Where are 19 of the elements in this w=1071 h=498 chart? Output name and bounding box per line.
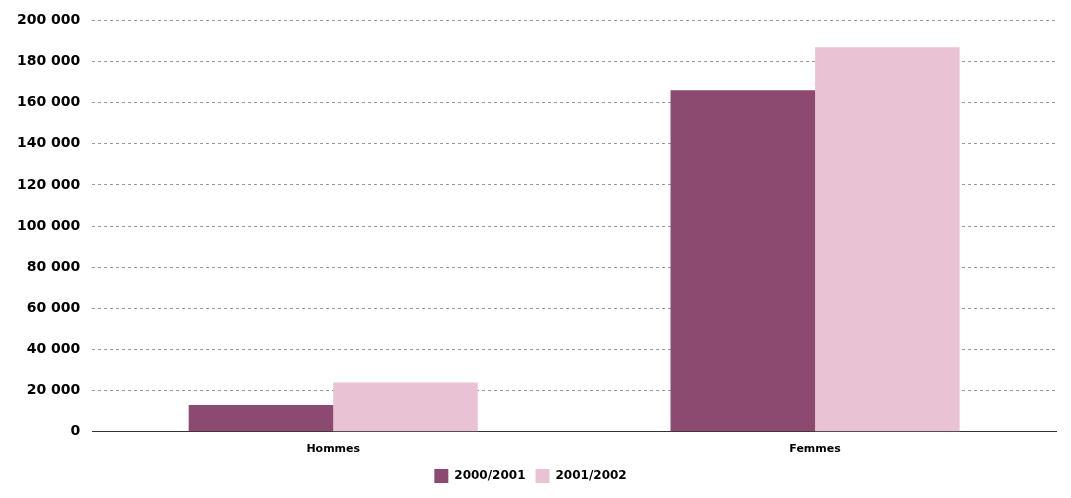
y-tick-label: 200 000 bbox=[16, 11, 81, 28]
legend-label: 2000/2001 bbox=[454, 468, 526, 483]
y-tick-label: 120 000 bbox=[16, 175, 81, 192]
bar bbox=[670, 90, 816, 432]
y-tick-label: 80 000 bbox=[26, 257, 81, 274]
bar bbox=[815, 47, 960, 432]
legend-label: 2001/2002 bbox=[555, 468, 627, 483]
y-tick-label: 20 000 bbox=[26, 381, 81, 398]
y-tick-label: 140 000 bbox=[16, 134, 81, 151]
x-tick-label: Femmes bbox=[789, 442, 842, 456]
y-tick-label: 160 000 bbox=[16, 93, 81, 110]
y-tick-label: 100 000 bbox=[16, 216, 81, 233]
y-tick-label: 40 000 bbox=[26, 340, 81, 357]
y-tick-label: 60 000 bbox=[26, 299, 81, 316]
y-tick-label: 180 000 bbox=[16, 52, 81, 69]
bar bbox=[188, 405, 334, 432]
x-tick-label: Hommes bbox=[306, 442, 361, 456]
bar bbox=[333, 382, 478, 432]
y-tick-label: 0 bbox=[70, 422, 81, 439]
